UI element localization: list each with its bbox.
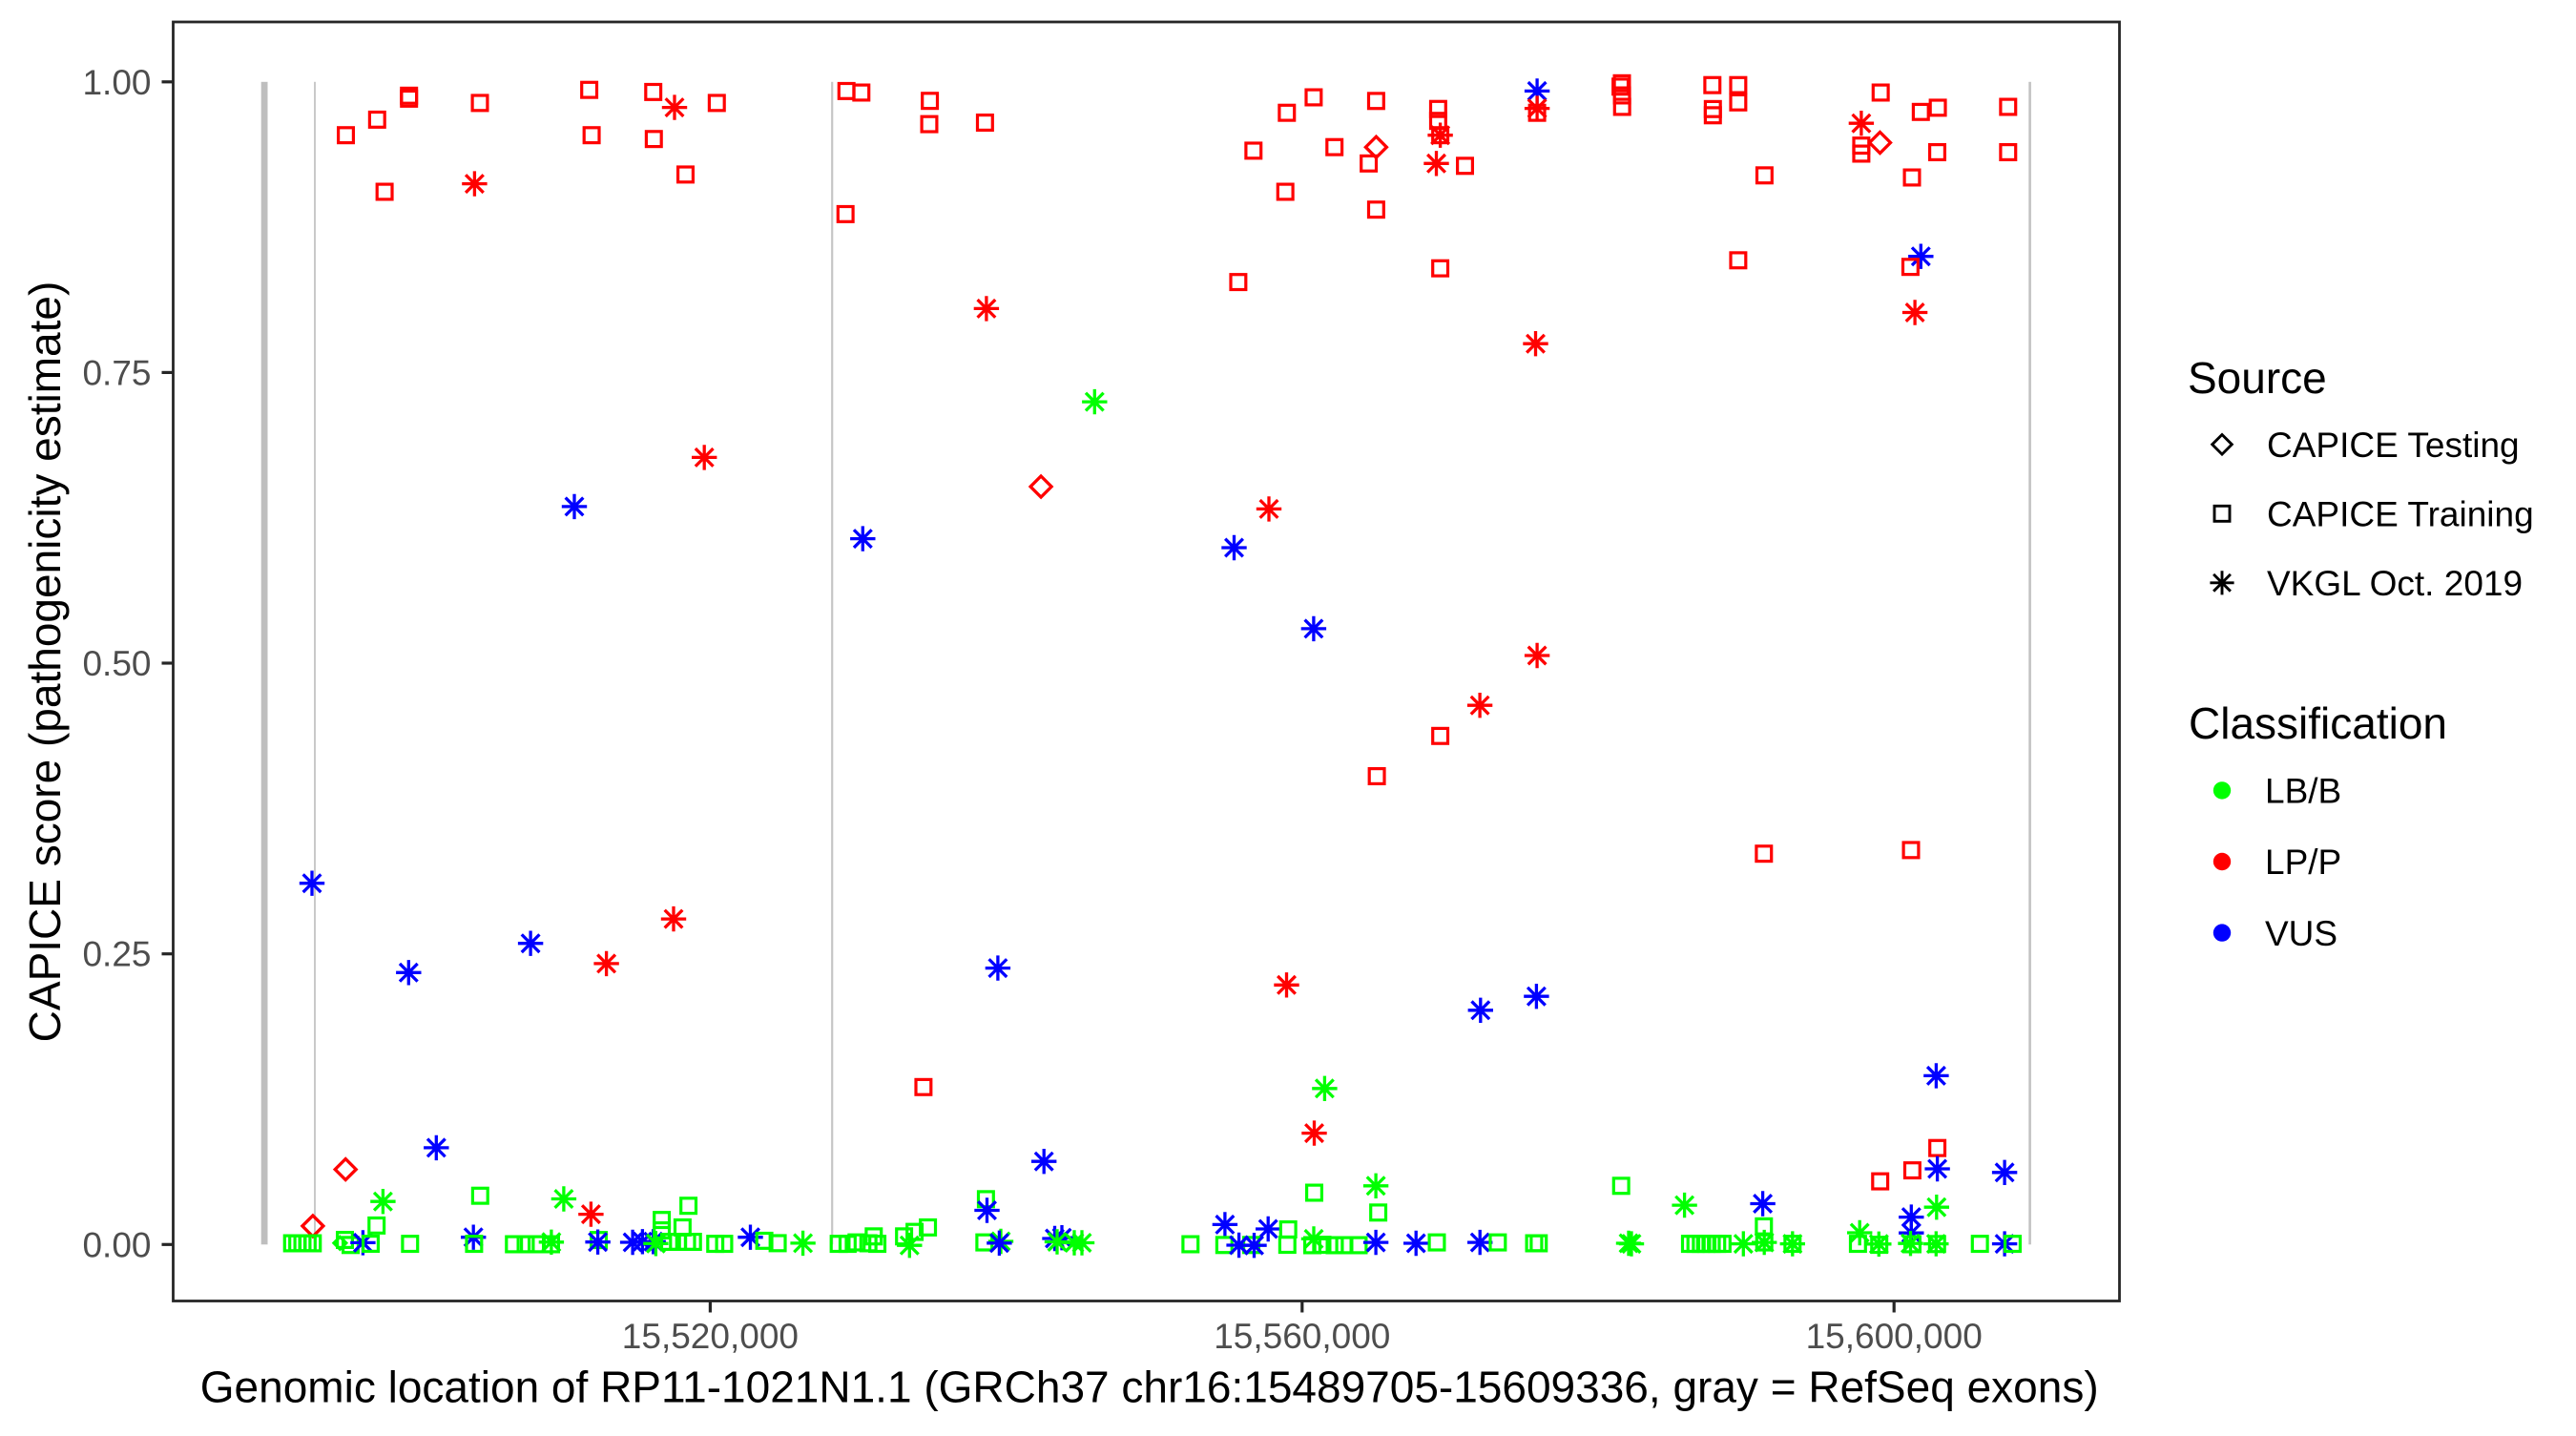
svg-text:Source: Source (2188, 353, 2327, 403)
svg-text:VUS: VUS (2265, 914, 2337, 953)
svg-text:VKGL Oct. 2019: VKGL Oct. 2019 (2267, 564, 2523, 603)
svg-text:15,560,000: 15,560,000 (1214, 1317, 1390, 1356)
svg-text:15,600,000: 15,600,000 (1806, 1317, 1983, 1356)
svg-text:Classification: Classification (2189, 698, 2447, 748)
svg-text:0.00: 0.00 (82, 1225, 151, 1264)
svg-text:CAPICE Training: CAPICE Training (2267, 495, 2534, 534)
svg-text:CAPICE score (pathogenicity es: CAPICE score (pathogenicity estimate) (20, 281, 70, 1043)
svg-text:15,520,000: 15,520,000 (622, 1317, 799, 1356)
svg-text:CAPICE Testing: CAPICE Testing (2267, 426, 2520, 465)
svg-text:LP/P: LP/P (2265, 843, 2341, 882)
svg-text:Genomic location of RP11-1021N: Genomic location of RP11-1021N1.1 (GRCh3… (200, 1363, 2099, 1412)
svg-text:0.25: 0.25 (82, 935, 151, 974)
svg-text:LB/B: LB/B (2265, 772, 2341, 811)
svg-text:0.50: 0.50 (82, 644, 151, 683)
svg-text:0.75: 0.75 (82, 353, 151, 392)
svg-text:1.00: 1.00 (82, 63, 151, 102)
